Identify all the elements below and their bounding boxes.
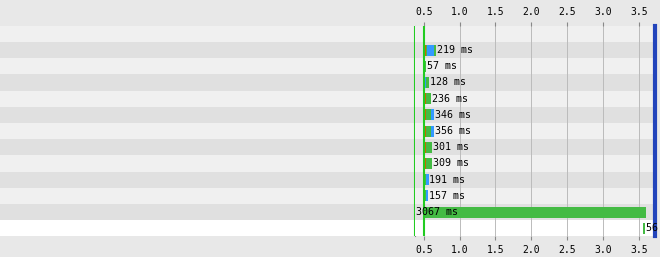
Bar	[426, 44, 427, 56]
Bar	[426, 190, 428, 201]
Bar	[424, 174, 425, 185]
Text: 3067 ms: 3067 ms	[416, 207, 458, 217]
Bar	[430, 126, 434, 136]
Bar	[0, 58, 415, 74]
Bar	[0, 42, 415, 58]
Bar	[0, 74, 415, 90]
Bar	[415, 42, 655, 58]
Bar	[434, 44, 436, 56]
Bar	[0, 123, 415, 139]
Bar	[415, 172, 655, 188]
Bar	[426, 77, 429, 88]
Bar	[0, 220, 415, 236]
Bar	[0, 155, 415, 172]
Bar	[424, 142, 426, 153]
Bar	[415, 220, 655, 236]
Bar	[426, 109, 430, 120]
Bar	[0, 90, 415, 107]
Bar	[415, 204, 655, 220]
Text: 157 ms: 157 ms	[429, 191, 465, 201]
Bar	[426, 158, 432, 169]
Bar	[415, 123, 655, 139]
Bar	[426, 93, 431, 104]
Bar	[426, 126, 430, 136]
Bar	[415, 155, 655, 172]
Text: 128 ms: 128 ms	[430, 77, 466, 87]
Bar	[0, 188, 415, 204]
Text: 346 ms: 346 ms	[435, 110, 471, 120]
Bar	[426, 174, 428, 185]
Bar	[424, 93, 426, 104]
Bar	[644, 223, 645, 234]
Text: 191 ms: 191 ms	[430, 175, 465, 185]
Bar	[424, 44, 426, 56]
Bar	[424, 158, 426, 169]
Bar	[424, 207, 646, 218]
Bar	[415, 74, 655, 90]
Bar	[415, 139, 655, 155]
Text: 301 ms: 301 ms	[433, 142, 469, 152]
Bar	[424, 77, 426, 88]
Bar	[430, 109, 434, 120]
Text: 57 ms: 57 ms	[427, 61, 457, 71]
Bar	[0, 107, 415, 123]
Bar	[424, 190, 426, 201]
Bar	[415, 26, 655, 42]
Text: 236 ms: 236 ms	[432, 94, 468, 104]
Bar	[427, 44, 434, 56]
Bar	[0, 172, 415, 188]
Bar	[425, 174, 426, 185]
Text: 356 ms: 356 ms	[435, 126, 471, 136]
Bar	[0, 139, 415, 155]
Bar	[424, 61, 426, 72]
Bar	[415, 107, 655, 123]
Bar	[415, 58, 655, 74]
Bar	[424, 126, 426, 136]
Text: 56 ms: 56 ms	[646, 223, 660, 233]
Bar	[415, 188, 655, 204]
Text: 309 ms: 309 ms	[433, 159, 469, 169]
Bar	[415, 90, 655, 107]
Bar	[0, 26, 415, 42]
Bar	[0, 204, 415, 220]
Bar	[424, 109, 426, 120]
Bar	[426, 142, 432, 153]
Text: 219 ms: 219 ms	[437, 45, 473, 55]
